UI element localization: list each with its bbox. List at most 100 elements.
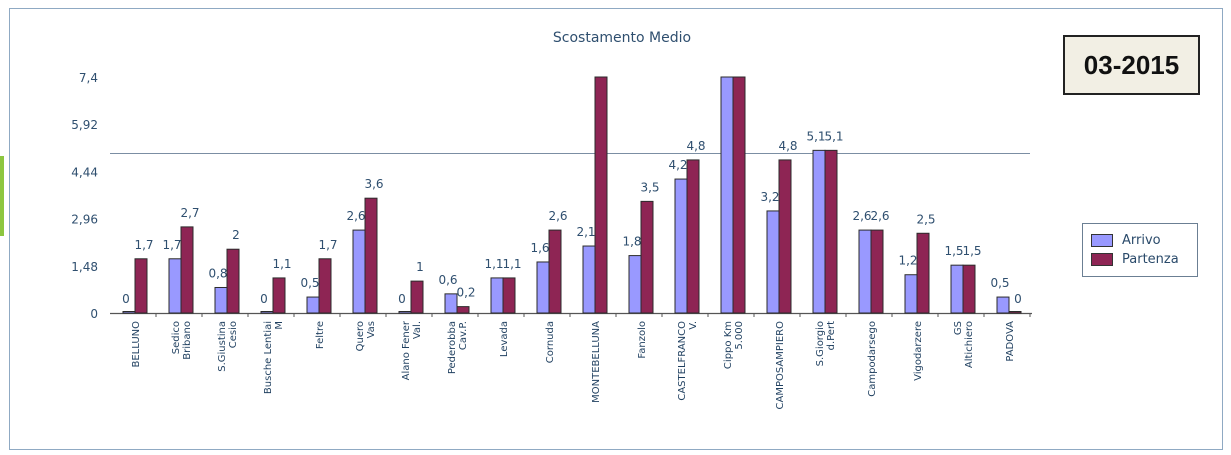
bar-partenza — [686, 159, 700, 314]
bar-arrivo — [536, 261, 550, 314]
data-label-arrivo: 3,2 — [760, 190, 779, 204]
x-tick-label: CASTELFRANCOV. — [677, 321, 699, 401]
bar-arrivo — [858, 229, 872, 314]
bar-arrivo — [490, 277, 504, 314]
x-tick-label: Cippo Km5.000 — [723, 321, 745, 369]
chart-frame — [9, 8, 1223, 450]
data-label-arrivo: 5,1 — [806, 129, 825, 143]
bar-partenza — [916, 232, 930, 314]
bar-partenza — [732, 76, 746, 314]
bar-arrivo — [260, 311, 274, 314]
data-label-partenza: 2,7 — [180, 206, 199, 220]
chart-title: Scostamento Medio — [553, 30, 691, 46]
data-label-arrivo: 2,6 — [852, 209, 871, 223]
data-label-partenza: 2,5 — [916, 212, 935, 226]
x-tick-label: Alano FenerVal. — [401, 320, 423, 380]
y-tick-label: 4,44 — [71, 165, 98, 179]
bar-partenza — [364, 197, 378, 314]
bar-partenza — [870, 229, 884, 314]
legend-swatch-partenza — [1091, 253, 1113, 266]
bar-arrivo — [352, 229, 366, 314]
data-label-arrivo: 0,8 — [208, 266, 227, 280]
x-tick-label: S.GiustinaCesio — [217, 321, 239, 372]
x-tick-label: Busche LentiaiM — [263, 321, 285, 394]
x-tick-label: Levada — [499, 321, 510, 357]
bar-arrivo — [766, 210, 780, 314]
y-tick-label: 1,48 — [71, 260, 98, 274]
bar-arrivo — [628, 255, 642, 314]
bar-partenza — [456, 306, 470, 314]
y-tick-label: 2,96 — [71, 213, 98, 227]
x-tick-label: GSAltichiero — [953, 321, 975, 368]
data-label-arrivo: 2,1 — [576, 225, 595, 239]
bar-partenza — [502, 277, 516, 314]
legend-label-partenza: Partenza — [1122, 252, 1179, 267]
data-label-partenza: 2 — [232, 228, 240, 242]
data-label-arrivo: 0 — [260, 292, 268, 306]
bar-arrivo — [996, 296, 1010, 314]
bar-arrivo — [812, 149, 826, 314]
data-label-arrivo: 4,2 — [668, 158, 687, 172]
bar-arrivo — [582, 245, 596, 314]
bar-partenza — [180, 226, 194, 314]
data-label-partenza: 1 — [416, 260, 424, 274]
x-tick-label: MONTEBELLUNA — [591, 321, 602, 403]
data-label-partenza: 4,8 — [778, 139, 797, 153]
bar-partenza — [410, 280, 424, 314]
data-label-partenza: 0,2 — [456, 286, 475, 300]
y-tick-label: 7,4 — [79, 71, 98, 85]
bar-partenza — [548, 229, 562, 314]
x-tick-label: PederobbaCav.P. — [447, 321, 469, 374]
bar-partenza — [226, 248, 240, 314]
bar-partenza — [318, 258, 332, 314]
bar-arrivo — [306, 296, 320, 314]
y-tick-label: 0 — [90, 307, 98, 321]
data-label-arrivo: 1,7 — [162, 238, 181, 252]
x-tick-label: BELLUNO — [131, 321, 142, 368]
bar-arrivo — [950, 264, 964, 314]
bar-arrivo — [398, 311, 412, 314]
data-label-partenza: 4,8 — [686, 139, 705, 153]
data-label-arrivo: 1,1 — [484, 257, 503, 271]
period-badge: 03-2015 — [1063, 35, 1200, 95]
x-tick-label: Vigodarzere — [913, 321, 924, 381]
data-label-arrivo: 0,5 — [300, 276, 319, 290]
data-label-partenza: 2,6 — [548, 209, 567, 223]
data-label-partenza: 0 — [1014, 292, 1022, 306]
x-tick-label: PADOVA — [1005, 321, 1016, 362]
legend-item-partenza: Partenza — [1091, 250, 1189, 269]
x-tick-label: Campodarsego — [867, 321, 878, 397]
data-label-arrivo: 1,2 — [898, 254, 917, 268]
x-tick-label: Feltre — [315, 321, 326, 349]
data-label-arrivo: 1,8 — [622, 235, 641, 249]
data-label-partenza: 3,5 — [640, 180, 659, 194]
data-label-arrivo: 0 — [122, 292, 130, 306]
y-tick-label: 5,92 — [71, 118, 98, 132]
bar-arrivo — [904, 274, 918, 314]
x-tick-label: S.Giorgiod.Pert — [815, 321, 837, 366]
x-tick-label: Fanzolo — [637, 321, 648, 359]
data-label-arrivo: 0,6 — [438, 273, 457, 287]
bar-partenza — [824, 149, 838, 314]
left-accent-bar — [0, 156, 4, 236]
bar-partenza — [778, 159, 792, 314]
data-label-partenza: 1,5 — [962, 244, 981, 258]
data-label-partenza: 1,1 — [272, 257, 291, 271]
data-label-partenza: 5,1 — [824, 129, 843, 143]
bar-arrivo — [122, 311, 136, 314]
bar-arrivo — [168, 258, 182, 314]
legend-swatch-arrivo — [1091, 234, 1113, 247]
bar-partenza — [134, 258, 148, 314]
x-tick-label: SedicoBribano — [171, 321, 193, 360]
x-tick-label: Cornuda — [545, 321, 556, 363]
bar-partenza — [640, 200, 654, 314]
bar-arrivo — [444, 293, 458, 314]
bar-arrivo — [674, 178, 688, 314]
legend-label-arrivo: Arrivo — [1122, 233, 1161, 248]
legend: Arrivo Partenza — [1082, 223, 1198, 277]
bar-partenza — [272, 277, 286, 314]
bar-arrivo — [214, 286, 228, 314]
legend-item-arrivo: Arrivo — [1091, 231, 1189, 250]
data-label-partenza: 1,7 — [318, 238, 337, 252]
